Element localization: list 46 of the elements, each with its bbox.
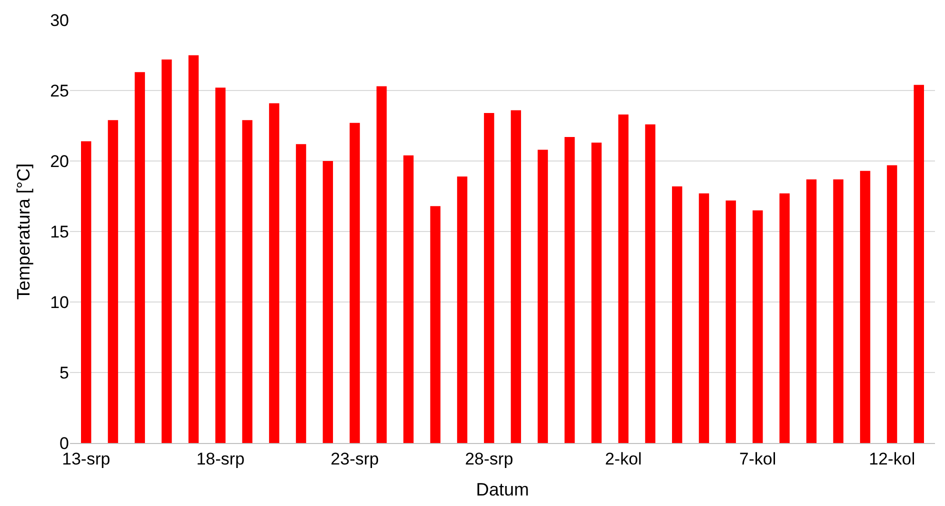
bar — [457, 176, 468, 443]
y-tick-label: 15 — [50, 222, 69, 242]
bar — [538, 150, 548, 443]
x-axis-title: Datum — [476, 480, 530, 500]
y-axis-title: Temperatura [°C] — [13, 163, 34, 300]
bar — [698, 193, 710, 443]
bar — [215, 88, 226, 443]
y-tick-label: 5 — [60, 363, 69, 382]
x-tick-label: 7-kol — [739, 449, 776, 468]
bar — [726, 200, 736, 443]
bar — [108, 120, 118, 443]
y-tick-label: 20 — [50, 152, 69, 171]
bar — [886, 165, 898, 443]
bar — [806, 179, 817, 443]
bar — [672, 186, 682, 443]
bar — [510, 110, 522, 443]
x-tick-label: 18-srp — [196, 449, 245, 468]
bar — [645, 124, 656, 443]
bar — [350, 122, 360, 443]
bar — [162, 59, 172, 443]
bar — [752, 210, 763, 443]
y-tick-label: 10 — [50, 292, 69, 312]
bar — [914, 84, 924, 443]
bar — [564, 137, 575, 443]
x-tick-label: 23-srp — [330, 449, 379, 468]
bar — [484, 113, 494, 443]
x-tick-label: 12-kol — [868, 449, 916, 468]
bar — [296, 144, 306, 443]
bar — [618, 114, 628, 443]
bar — [779, 193, 790, 443]
bar — [134, 72, 145, 443]
bar — [833, 179, 844, 443]
y-tick-label: 25 — [50, 81, 69, 100]
bar — [322, 161, 333, 443]
bar — [242, 120, 252, 443]
bar — [376, 86, 387, 443]
bar — [591, 142, 602, 443]
bar — [269, 103, 280, 443]
x-tick-label: 28-srp — [464, 449, 514, 468]
y-tick-label: 30 — [50, 10, 69, 30]
bar — [188, 55, 199, 443]
bar — [860, 170, 870, 443]
bar — [430, 206, 440, 443]
x-tick-label: 2-kol — [604, 449, 642, 468]
bar — [403, 155, 414, 443]
bar — [81, 141, 92, 443]
